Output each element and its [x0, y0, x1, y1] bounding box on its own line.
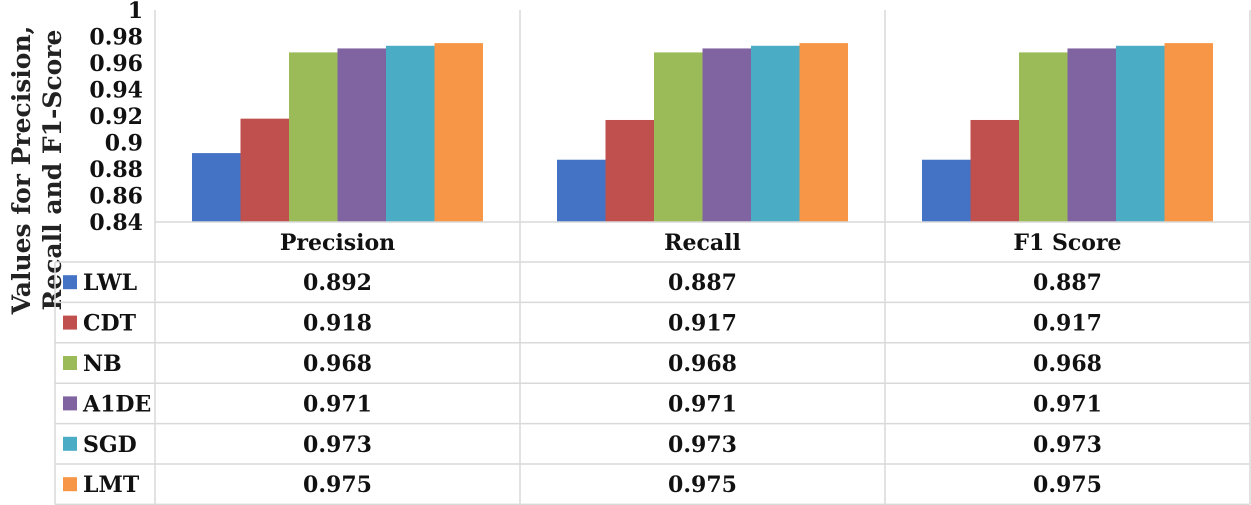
bar-lwl-precision: [192, 153, 241, 222]
data-label-lmt-f1-score: 0.975: [1033, 472, 1102, 498]
y-tick-label: 0.84: [89, 210, 143, 236]
y-tick-label: 0.96: [89, 51, 143, 77]
bar-lwl-recall: [557, 159, 606, 222]
data-label-cdt-precision: 0.918: [303, 311, 372, 337]
bar-lmt-recall: [799, 43, 848, 222]
y-tick-label: 0.88: [89, 157, 143, 183]
data-label-cdt-f1-score: 0.917: [1033, 311, 1102, 337]
bar-sgd-recall: [751, 45, 800, 223]
bar-lmt-precision: [434, 43, 483, 222]
bar-sgd-precision: [386, 45, 435, 223]
data-table: Precision Recall F1 Score LWL 0.892 0.887 0.88…: [54, 10, 1251, 505]
data-label-sgd-recall: 0.973: [668, 432, 737, 458]
legend-swatch-lmt: [63, 477, 77, 492]
data-label-lwl-recall: 0.887: [668, 270, 737, 296]
y-tick-label: 0.86: [89, 184, 143, 210]
bar-cdt-recall: [605, 119, 654, 222]
data-label-nb-precision: 0.968: [303, 351, 372, 377]
data-label-sgd-f1-score: 0.973: [1033, 432, 1102, 458]
legend-label-a1de: A1DE: [82, 391, 151, 417]
y-tick-label: 1: [128, 0, 143, 24]
bar-a1de-f1-score: [1067, 48, 1116, 222]
bars-layer: [192, 43, 1213, 223]
data-label-sgd-precision: 0.973: [303, 432, 372, 458]
data-label-a1de-f1-score: 0.971: [1033, 391, 1102, 417]
legend-swatch-cdt: [63, 315, 77, 330]
data-label-cdt-recall: 0.917: [668, 311, 737, 337]
bar-lmt-f1-score: [1164, 43, 1213, 222]
data-label-lwl-f1-score: 0.887: [1033, 270, 1102, 296]
legend-swatch-lwl: [63, 275, 77, 290]
data-label-a1de-precision: 0.971: [303, 391, 372, 417]
bar-nb-f1-score: [1019, 52, 1068, 223]
legend-label-sgd: SGD: [83, 432, 137, 458]
bar-a1de-precision: [337, 48, 386, 222]
legend-swatch-sgd: [63, 436, 77, 451]
legend-label-lmt: LMT: [83, 472, 140, 498]
bar-lwl-f1-score: [922, 159, 971, 222]
bar-nb-precision: [289, 52, 338, 223]
data-label-a1de-recall: 0.971: [668, 391, 737, 417]
bar-sgd-f1-score: [1116, 45, 1165, 223]
data-label-nb-f1-score: 0.968: [1033, 351, 1102, 377]
bar-cdt-f1-score: [970, 119, 1019, 222]
data-label-nb-recall: 0.968: [668, 351, 737, 377]
legend-label-nb: NB: [83, 351, 122, 377]
y-tick-label: 0.92: [89, 104, 143, 130]
data-label-lmt-recall: 0.975: [668, 472, 737, 498]
y-tick-label: 0.94: [89, 78, 143, 104]
legend-label-lwl: LWL: [83, 270, 137, 296]
bar-cdt-precision: [240, 118, 289, 222]
legend-swatch-nb: [63, 356, 77, 370]
category-label: Precision: [280, 230, 395, 256]
bar-nb-recall: [654, 52, 703, 223]
data-label-lmt-precision: 0.975: [303, 472, 372, 498]
category-label: Recall: [664, 230, 741, 256]
legend-label-cdt: CDT: [83, 311, 137, 337]
category-label: F1 Score: [1013, 230, 1121, 256]
bar-a1de-recall: [702, 48, 751, 222]
data-label-lwl-precision: 0.892: [303, 270, 372, 296]
legend-swatch-a1de: [63, 396, 77, 411]
y-tick-label: 0.98: [89, 25, 143, 51]
y-axis-ticks: 0.840.860.880.90.920.940.960.981: [89, 0, 143, 236]
y-tick-label: 0.9: [105, 131, 143, 157]
